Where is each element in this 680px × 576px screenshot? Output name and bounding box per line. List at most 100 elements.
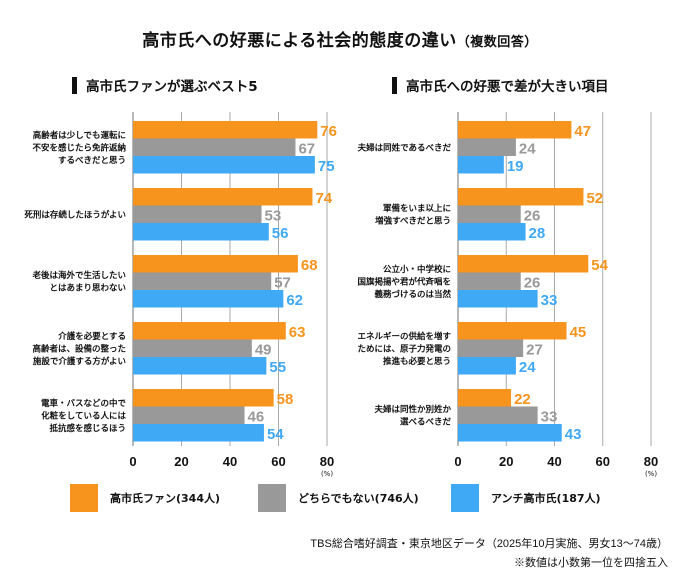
bar-fan	[458, 255, 589, 273]
data-label-fan: 47	[574, 123, 591, 140]
bar-anti	[458, 290, 538, 308]
right-chart-title: 高市氏への好悪で差が大きい項目	[406, 79, 609, 95]
category-label: 夫婦は同姓であるべきだ	[358, 142, 452, 153]
data-label-anti: 55	[269, 359, 286, 376]
bar-neutral	[133, 406, 245, 424]
bar-neutral	[458, 406, 538, 424]
bar-neutral	[458, 272, 521, 290]
data-label-fan: 74	[315, 190, 332, 207]
legend-swatch-anti	[451, 484, 479, 512]
category-label: 不安を感じたら免許返納	[32, 142, 126, 153]
bar-anti	[458, 223, 526, 241]
data-label-fan: 58	[277, 391, 294, 408]
category-label: 夫婦は同性か別姓か	[374, 404, 451, 415]
data-label-anti: 19	[507, 158, 524, 175]
data-label-neutral: 53	[265, 208, 282, 225]
data-label-fan: 76	[320, 123, 337, 140]
data-label-neutral: 46	[248, 409, 265, 426]
x-tick-label: 20	[174, 454, 188, 469]
category-label: エネルギーの供給を増す	[357, 331, 451, 342]
data-label-neutral: 67	[298, 141, 315, 158]
bar-fan	[458, 389, 512, 407]
data-label-fan: 68	[301, 257, 318, 274]
title-suffix: （複数回答）	[456, 35, 538, 50]
left-chart-title: 高市氏ファンが選ぶベスト5	[86, 79, 258, 95]
legend-label-neutral: どちらでもない(746人)	[298, 492, 419, 505]
x-tick-label: 40	[223, 454, 237, 469]
legend-item-fan: 高市氏ファン(344人)	[70, 484, 258, 512]
x-tick-label: 0	[129, 454, 136, 469]
title-text: 高市氏への好悪による社会的態度の違い	[142, 31, 457, 51]
data-label-anti: 62	[286, 292, 303, 309]
x-tick-label: 60	[271, 454, 285, 469]
data-label-anti: 33	[541, 292, 558, 309]
legend: 高市氏ファン(344人) どちらでもない(746人) アンチ高市氏(187人)	[70, 484, 601, 512]
category-label: 軍備をいま以上に	[383, 203, 451, 214]
x-tick-label: 40	[547, 454, 561, 469]
category-label: 選べるべきだ	[400, 417, 452, 428]
data-label-neutral: 27	[526, 342, 543, 359]
bar-anti	[458, 156, 504, 174]
bar-anti	[133, 290, 284, 308]
x-tick-label: 20	[499, 454, 513, 469]
bar-fan	[133, 188, 313, 206]
category-label: 施設で介護する方がよい	[33, 356, 126, 367]
legend-label-anti: アンチ高市氏(187人)	[491, 492, 601, 505]
category-label: 高齢者は少しでも運転に	[33, 130, 126, 141]
data-label-anti: 75	[318, 158, 335, 175]
category-label: 国旗掲揚や君が代斉唱を	[357, 276, 451, 287]
bar-neutral	[133, 138, 296, 156]
bar-fan	[458, 322, 567, 340]
category-label: 義務づけるのは当然	[374, 289, 451, 300]
bar-neutral	[133, 205, 262, 223]
bar-neutral	[458, 205, 521, 223]
bar-neutral	[133, 339, 252, 357]
category-label: 電車・バスなどの中で	[41, 398, 127, 409]
bar-fan	[458, 188, 584, 206]
x-axis-unit: (%)	[321, 470, 333, 478]
category-label: 公立小・中学校に	[383, 264, 451, 275]
data-label-anti: 28	[529, 225, 546, 242]
left-chart-heading: 高市氏ファンが選ぶベスト5	[72, 75, 258, 95]
legend-swatch-neutral	[258, 484, 286, 512]
heading-bar-icon	[72, 76, 77, 94]
bar-fan	[133, 255, 298, 273]
bar-fan	[133, 389, 274, 407]
heading-bar-icon	[392, 76, 397, 94]
x-axis-unit: (%)	[645, 470, 657, 478]
category-label: するべきだと思う	[58, 156, 126, 166]
category-label: 増強すべきだと思う	[375, 216, 451, 227]
bar-anti	[133, 223, 269, 241]
bar-neutral	[458, 138, 516, 156]
bar-anti	[458, 424, 562, 442]
data-label-neutral: 33	[541, 409, 558, 426]
legend-item-anti: アンチ高市氏(187人)	[451, 484, 601, 512]
data-label-neutral: 26	[524, 208, 541, 225]
right-chart: 0 20 40 60 80(%)472419夫婦は同姓であるべきだ522628軍備をいま…	[357, 112, 658, 478]
data-label-fan: 54	[591, 257, 608, 274]
legend-label-fan: 高市氏ファン(344人)	[110, 492, 221, 505]
category-label: 高齢者は、設備の整った	[32, 343, 126, 354]
data-label-anti: 43	[565, 426, 582, 443]
chart-title: 高市氏への好悪による社会的態度の違い（複数回答）	[0, 26, 680, 51]
data-label-anti: 24	[519, 359, 536, 376]
bar-anti	[133, 357, 267, 375]
data-label-anti: 56	[272, 225, 289, 242]
category-label: 死刑は存続したほうがよい	[23, 209, 126, 220]
data-label-fan: 52	[586, 190, 603, 207]
bar-fan	[133, 322, 286, 340]
category-label: 老後は海外で生活したい	[31, 270, 126, 281]
category-label: 推進も必要と思う	[383, 356, 451, 367]
bar-anti	[133, 424, 264, 442]
data-label-neutral: 49	[255, 342, 272, 359]
data-label-neutral: 57	[274, 275, 291, 292]
category-label: 抵抗感を感じるほう	[49, 423, 126, 434]
x-tick-label: 80	[644, 454, 658, 469]
data-label-neutral: 26	[524, 275, 541, 292]
data-label-anti: 54	[267, 426, 284, 443]
right-chart-heading: 高市氏への好悪で差が大きい項目	[392, 75, 609, 95]
category-label: とはあまり思わない	[49, 284, 126, 294]
category-label: 化粧をしている人には	[41, 410, 126, 421]
